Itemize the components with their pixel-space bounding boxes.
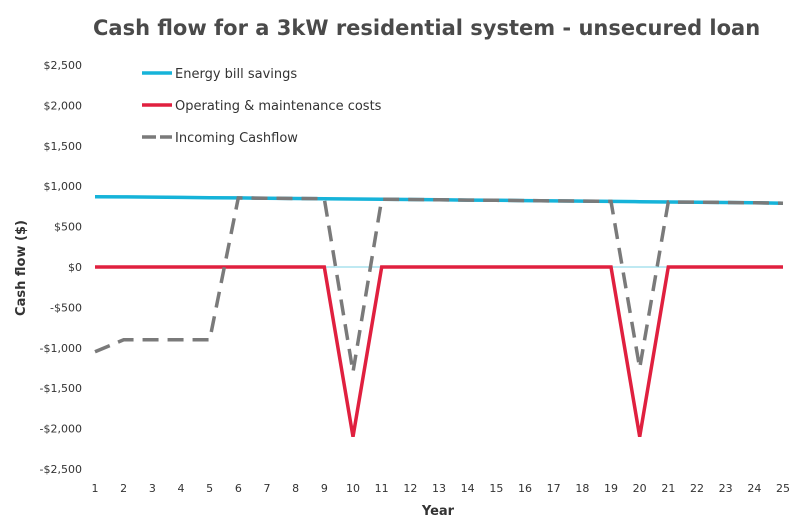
legend: Energy bill savings Operating & maintenan… [142,67,382,146]
y-tick-label: $1,000 [44,180,83,193]
legend-label: Incoming Cashflow [175,131,298,146]
x-tick-label: 21 [661,482,675,495]
y-tick-label: $0 [68,261,82,274]
y-tick-label: $1,500 [44,140,83,153]
y-tick-label: $500 [54,221,82,234]
series-line-2 [94,196,784,373]
x-tick-label: 19 [604,482,618,495]
y-axis-ticks: $2,500 $2,000 $1,500 $1,000 $500 $0 -$500 -$1,0… [40,59,82,476]
x-tick-label: 10 [346,482,360,495]
legend-label: Energy bill savings [175,67,297,82]
x-tick-label: 16 [518,482,532,495]
legend-label: Operating & maintenance costs [175,99,382,114]
x-tick-label: 7 [264,482,271,495]
x-tick-label: 8 [292,482,299,495]
y-tick-label: -$1,000 [40,342,82,355]
y-axis-title: Cash flow ($) [14,220,29,316]
x-axis-title: Year [421,504,455,519]
x-tick-label: 2 [120,482,127,495]
chart-title: Cash flow for a 3kW residential system -… [93,16,760,40]
y-tick-label: $2,500 [44,59,83,72]
x-tick-label: 6 [235,482,242,495]
y-tick-label: -$2,500 [40,463,82,476]
y-tick-label: -$2,000 [40,423,82,436]
x-tick-label: 14 [461,482,475,495]
series-layer [94,194,784,437]
x-tick-label: 23 [719,482,733,495]
x-tick-label: 22 [690,482,704,495]
x-tick-label: 11 [375,482,389,495]
x-tick-label: 12 [403,482,417,495]
x-tick-label: 20 [633,482,647,495]
x-tick-label: 1 [92,482,99,495]
x-tick-label: 25 [776,482,790,495]
x-tick-label: 9 [321,482,328,495]
x-tick-label: 15 [489,482,503,495]
x-tick-label: 4 [178,482,185,495]
x-tick-label: 3 [149,482,156,495]
x-tick-label: 18 [575,482,589,495]
x-tick-label: 24 [747,482,761,495]
y-tick-label: -$500 [50,301,82,314]
series-line-1 [95,265,783,437]
x-tick-label: 5 [206,482,213,495]
y-tick-label: $2,000 [44,99,83,112]
x-tick-label: 13 [432,482,446,495]
x-tick-label: 17 [547,482,561,495]
y-tick-label: -$1,500 [40,382,82,395]
x-axis-ticks: 1 2 3 4 5 6 7 8 9 10 11 12 13 14 15 16 17 18 19 20 21 22 23 24 2… [92,482,791,495]
